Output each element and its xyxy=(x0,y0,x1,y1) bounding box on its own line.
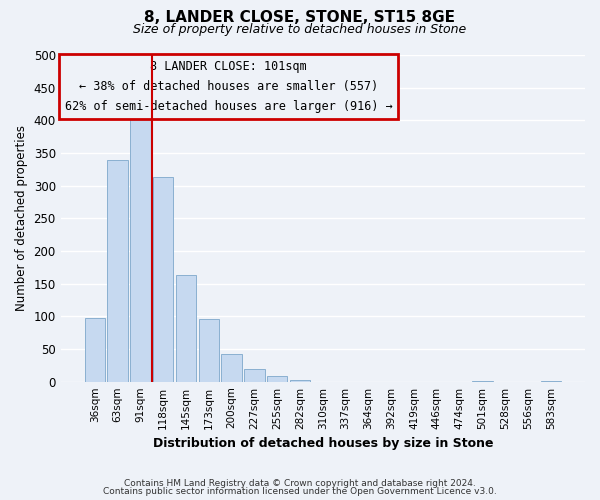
Text: Contains HM Land Registry data © Crown copyright and database right 2024.: Contains HM Land Registry data © Crown c… xyxy=(124,478,476,488)
Y-axis label: Number of detached properties: Number of detached properties xyxy=(15,126,28,312)
Bar xyxy=(85,318,105,382)
Bar xyxy=(221,354,242,382)
Text: 8 LANDER CLOSE: 101sqm
← 38% of detached houses are smaller (557)
62% of semi-de: 8 LANDER CLOSE: 101sqm ← 38% of detached… xyxy=(65,60,392,113)
Bar xyxy=(107,160,128,382)
Bar xyxy=(176,275,196,382)
Bar xyxy=(472,381,493,382)
Bar xyxy=(153,176,173,382)
Text: Size of property relative to detached houses in Stone: Size of property relative to detached ho… xyxy=(133,22,467,36)
Bar xyxy=(541,381,561,382)
Bar xyxy=(199,319,219,382)
Text: Contains public sector information licensed under the Open Government Licence v3: Contains public sector information licen… xyxy=(103,487,497,496)
Text: 8, LANDER CLOSE, STONE, ST15 8GE: 8, LANDER CLOSE, STONE, ST15 8GE xyxy=(145,10,455,25)
Bar xyxy=(267,376,287,382)
Bar xyxy=(290,380,310,382)
Bar xyxy=(244,370,265,382)
Bar xyxy=(130,112,151,382)
X-axis label: Distribution of detached houses by size in Stone: Distribution of detached houses by size … xyxy=(152,437,493,450)
